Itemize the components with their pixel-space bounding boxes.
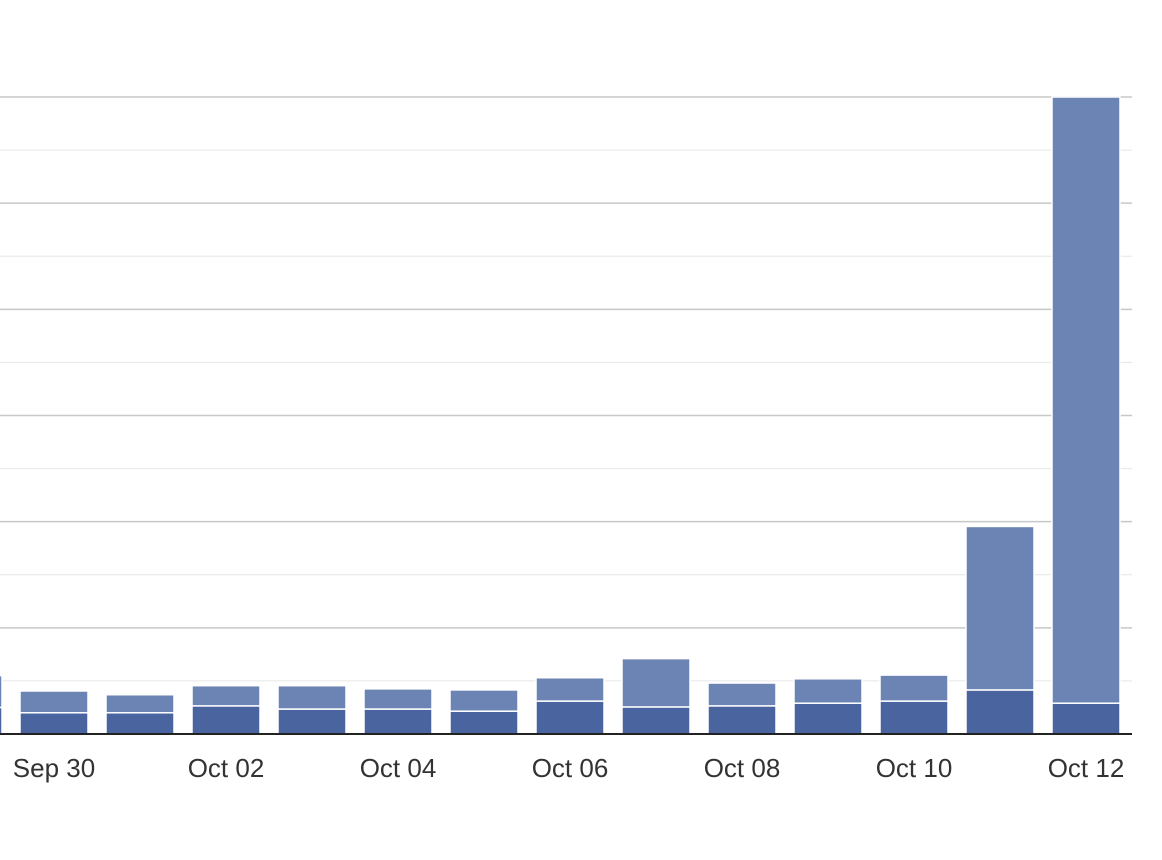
bar-segment bbox=[965, 525, 1035, 691]
bar-segment bbox=[105, 693, 175, 714]
bar-segment bbox=[191, 684, 261, 707]
x-tick-label: Oct 12 bbox=[1048, 753, 1125, 783]
bar-segment bbox=[879, 700, 949, 735]
bar-segment bbox=[1051, 702, 1121, 735]
bar-segment bbox=[1051, 96, 1121, 704]
bar-segment bbox=[535, 676, 605, 702]
bar-segment bbox=[19, 690, 89, 714]
bar-segment bbox=[19, 712, 89, 735]
bar-segment bbox=[277, 684, 347, 710]
bar-segment bbox=[449, 689, 519, 712]
bar-segment bbox=[879, 674, 949, 702]
bar-segment bbox=[965, 689, 1035, 735]
bar-segment bbox=[0, 674, 3, 709]
x-tick-label: Oct 04 bbox=[360, 753, 437, 783]
x-tick-label: Oct 08 bbox=[704, 753, 781, 783]
bar-segment bbox=[621, 706, 691, 735]
bar-segment bbox=[191, 705, 261, 735]
bar-segment bbox=[535, 700, 605, 735]
bar-segment bbox=[0, 706, 3, 735]
bar-segment bbox=[621, 657, 691, 708]
bar-segment bbox=[707, 705, 777, 735]
x-tick-label: Oct 06 bbox=[532, 753, 609, 783]
bar-segment bbox=[449, 710, 519, 735]
bar-segment bbox=[707, 682, 777, 707]
bar-segment bbox=[793, 678, 863, 704]
bar-segment bbox=[105, 712, 175, 735]
bar-segment bbox=[277, 708, 347, 735]
bar-segment bbox=[363, 708, 433, 735]
bar-segment bbox=[363, 688, 433, 710]
bar-segment bbox=[793, 702, 863, 735]
x-tick-label: Sep 30 bbox=[13, 753, 95, 783]
x-tick-label: Oct 10 bbox=[876, 753, 953, 783]
x-tick-label: Oct 02 bbox=[188, 753, 265, 783]
